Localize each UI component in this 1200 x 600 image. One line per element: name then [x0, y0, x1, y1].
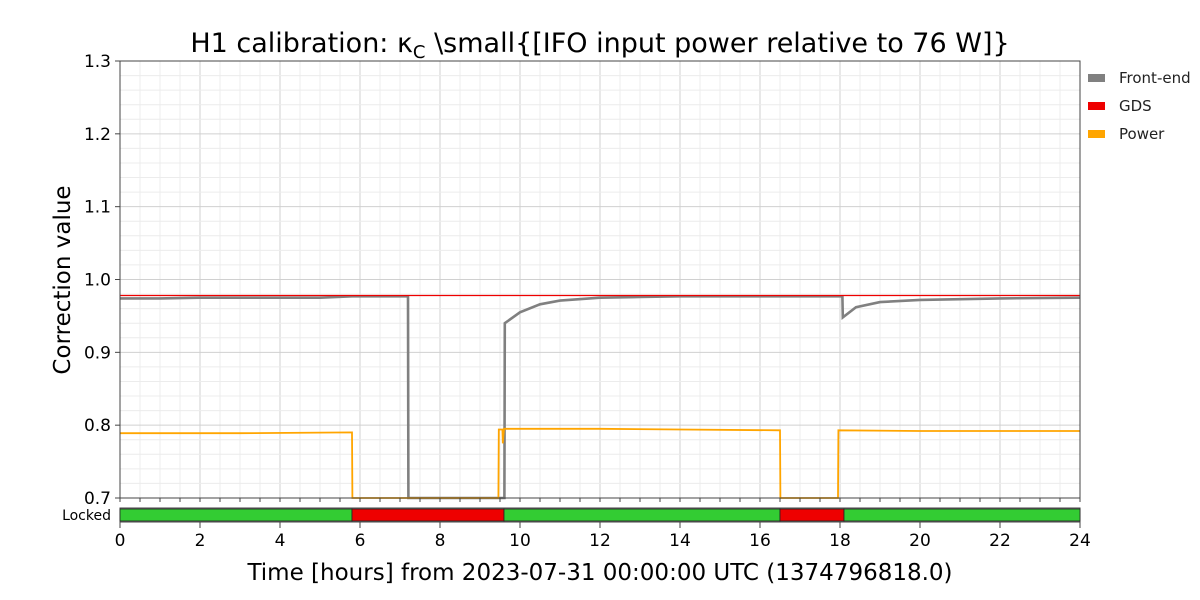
x-tick-label: 24 — [1069, 531, 1091, 551]
x-tick-label: 20 — [909, 531, 931, 551]
legend-item: Power — [1088, 120, 1191, 148]
legend-swatch — [1088, 102, 1105, 110]
y-tick-labels: 0.7 0.8 0.9 1.0 1.1 1.2 1.3 — [84, 52, 120, 509]
y-tick-label: 0.7 — [84, 489, 111, 509]
y-tick-label: 1.1 — [84, 198, 111, 218]
series-front-end — [120, 294, 1081, 500]
y-tick-label: 0.8 — [84, 416, 111, 436]
x-tick-labels: 0 2 4 6 8 10 12 14 16 18 20 22 24 — [115, 498, 1091, 551]
x-tick-label: 6 — [355, 531, 366, 551]
y-tick-label: 1.2 — [84, 125, 111, 145]
lock-segment-unlocked — [351, 508, 505, 522]
x-tick-label: 8 — [435, 531, 446, 551]
x-tick-label: 0 — [115, 531, 126, 551]
x-tick-label: 12 — [589, 531, 611, 551]
series-layer — [120, 294, 1081, 500]
x-tick-label: 14 — [669, 531, 691, 551]
legend-swatch — [1088, 74, 1105, 82]
x-tick-label: 10 — [509, 531, 531, 551]
y-axis-label: Correction value — [50, 185, 76, 374]
y-tick-label: 1.0 — [84, 271, 111, 291]
legend-swatch — [1088, 130, 1105, 138]
lock-bar-label: Locked — [62, 508, 111, 524]
x-tick-label: 22 — [989, 531, 1011, 551]
x-axis-label: Time [hours] from 2023-07-31 00:00:00 UT… — [246, 560, 952, 586]
chart-title: H1 calibration: κC \small{[IFO input pow… — [190, 28, 1009, 63]
lock-segment-locked — [843, 508, 1081, 522]
lock-bar: Locked — [62, 507, 1081, 524]
title-main: H1 calibration: κ — [190, 28, 413, 59]
lock-segment-locked — [503, 508, 781, 522]
y-tick-label: 1.3 — [84, 52, 111, 72]
legend: Front-end GDS Power — [1088, 64, 1191, 148]
legend-label: GDS — [1119, 97, 1152, 115]
title-tail: \small{[IFO input power relative to 76 W… — [425, 28, 1009, 59]
legend-label: Power — [1119, 125, 1165, 143]
x-tick-label: 2 — [195, 531, 206, 551]
x-tick-label: 18 — [829, 531, 851, 551]
legend-item: Front-end — [1088, 64, 1191, 92]
lock-segment-unlocked — [779, 508, 845, 522]
y-tick-label: 0.9 — [84, 343, 111, 363]
x-tick-label: 16 — [749, 531, 771, 551]
x-tick-label: 4 — [275, 531, 286, 551]
series-power — [120, 427, 1080, 499]
grid — [119, 60, 1081, 499]
legend-item: GDS — [1088, 92, 1191, 120]
legend-label: Front-end — [1119, 69, 1191, 87]
title-subscript: C — [413, 42, 426, 63]
lock-segment-locked — [119, 508, 353, 522]
